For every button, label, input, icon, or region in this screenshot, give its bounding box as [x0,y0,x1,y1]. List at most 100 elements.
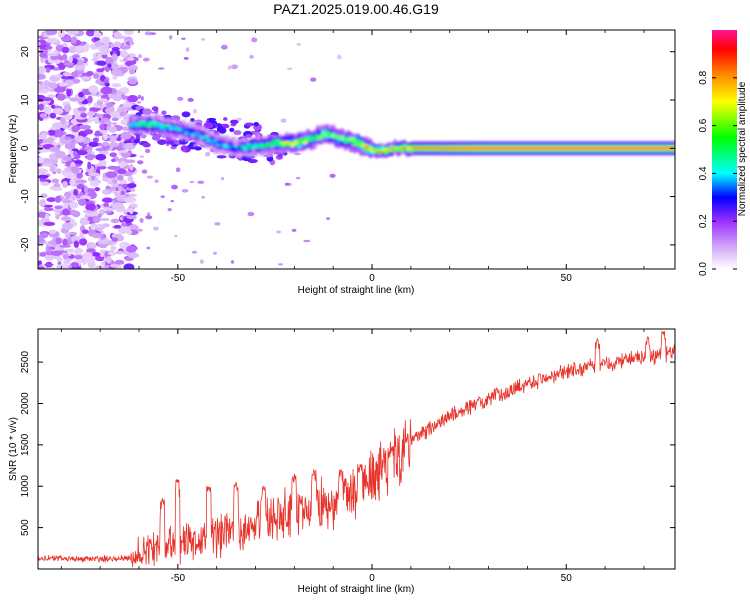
y-tick-label: 2500 [20,351,31,374]
y-tick-label: -10 [20,189,31,204]
noise-blob [96,68,105,73]
noise-blob [70,36,77,44]
x-tick-label: -50 [171,273,186,284]
noise-blob [55,237,63,245]
noise-blob [193,108,198,114]
ridge-cell [361,143,368,147]
noise-blob [286,67,293,71]
snr-frame [37,328,676,570]
noise-blob [94,130,102,137]
noise-blob [76,135,85,143]
noise-blob [284,182,290,186]
noise-blob [142,108,152,115]
noise-blob [93,73,100,79]
noise-blob [73,107,79,115]
noise-blob [86,71,94,76]
noise-blob [114,259,125,265]
noise-blob [52,122,63,129]
noise-blob [45,67,51,73]
noise-blob [127,95,139,103]
noise-blob [137,160,144,165]
noise-blob [70,262,79,268]
noise-blob [110,263,118,268]
noise-blob [253,122,259,127]
y-tick-label: 10 [20,94,31,106]
noise-blob [38,237,45,244]
noise-blob [149,32,157,35]
noise-blob [95,153,107,161]
spectrogram-y-ticks: -20 -10 0 10 20 [20,46,675,252]
noise-blob [69,201,79,209]
noise-blob [43,106,52,115]
colorbar-tick-label: 0.4 [698,166,709,180]
noise-blob [90,107,102,111]
noise-blob [58,82,68,87]
noise-blob [123,30,134,36]
noise-blob [62,180,68,188]
noise-blob [197,180,205,184]
noise-blob [117,174,124,181]
ridge-cell [317,136,324,140]
noise-blob [230,260,235,264]
noise-blob [107,207,114,211]
snr-panel: -50 0 50 500 1000 1500 2000 2500 Height of str… [8,328,676,595]
noise-blob [337,54,342,60]
noise-blob [114,224,122,229]
noise-blob [113,41,122,47]
noise-blob [296,42,301,46]
noise-blob [102,189,112,195]
noise-blob [51,104,56,109]
noise-blob [59,117,67,125]
colorbar: 0.0 0.2 0.4 0.6 0.8 Normalized spectral ampl… [698,30,748,276]
noise-blob [56,168,62,174]
noise-blob [125,245,137,253]
noise-blob [171,115,181,121]
noise-blob [227,65,232,70]
noise-blob [280,118,287,123]
noise-blob [54,205,63,210]
noise-blob [126,215,137,220]
noise-blob [50,250,63,256]
x-tick-label: -50 [171,573,186,584]
ridge-cell [302,141,309,144]
noise-blob [126,229,132,235]
noise-blob [137,101,141,104]
noise-blob [80,112,87,118]
noise-blob [84,42,90,50]
noise-blob [59,244,72,248]
noise-blob [54,211,61,216]
spectrogram-panel: -50 0 50 -20 -10 0 10 20 Height of straight li… [8,29,676,296]
noise-blob [38,174,49,179]
noise-blob [75,45,81,53]
noise-blob [105,102,115,108]
noise-blob [127,57,135,61]
ridge-cell [246,143,253,147]
noise-blob [310,77,317,82]
noise-blob [145,215,153,220]
noise-blob [85,203,96,211]
noise-blob [175,167,181,173]
noise-blob [87,261,96,269]
noise-blob [247,158,258,164]
noise-blob [38,266,45,269]
noise-blob [105,256,112,264]
y-tick-label: 20 [20,46,31,58]
noise-blob [63,62,75,66]
noise-blob [95,224,105,229]
ridge-cell [327,132,334,136]
noise-blob [78,198,87,206]
noise-blob [108,126,117,133]
noise-blob [46,197,57,203]
noise-blob [140,96,144,101]
noise-blob [111,158,116,163]
noise-blob [223,117,228,121]
noise-blob [61,46,70,54]
noise-blob [111,117,119,121]
noise-blob [88,85,99,94]
noise-blob [47,52,59,57]
noise-blob [81,76,90,80]
noise-blob [329,173,336,178]
noise-blob [247,211,255,217]
noise-blob [62,156,71,161]
noise-blob [44,263,54,267]
